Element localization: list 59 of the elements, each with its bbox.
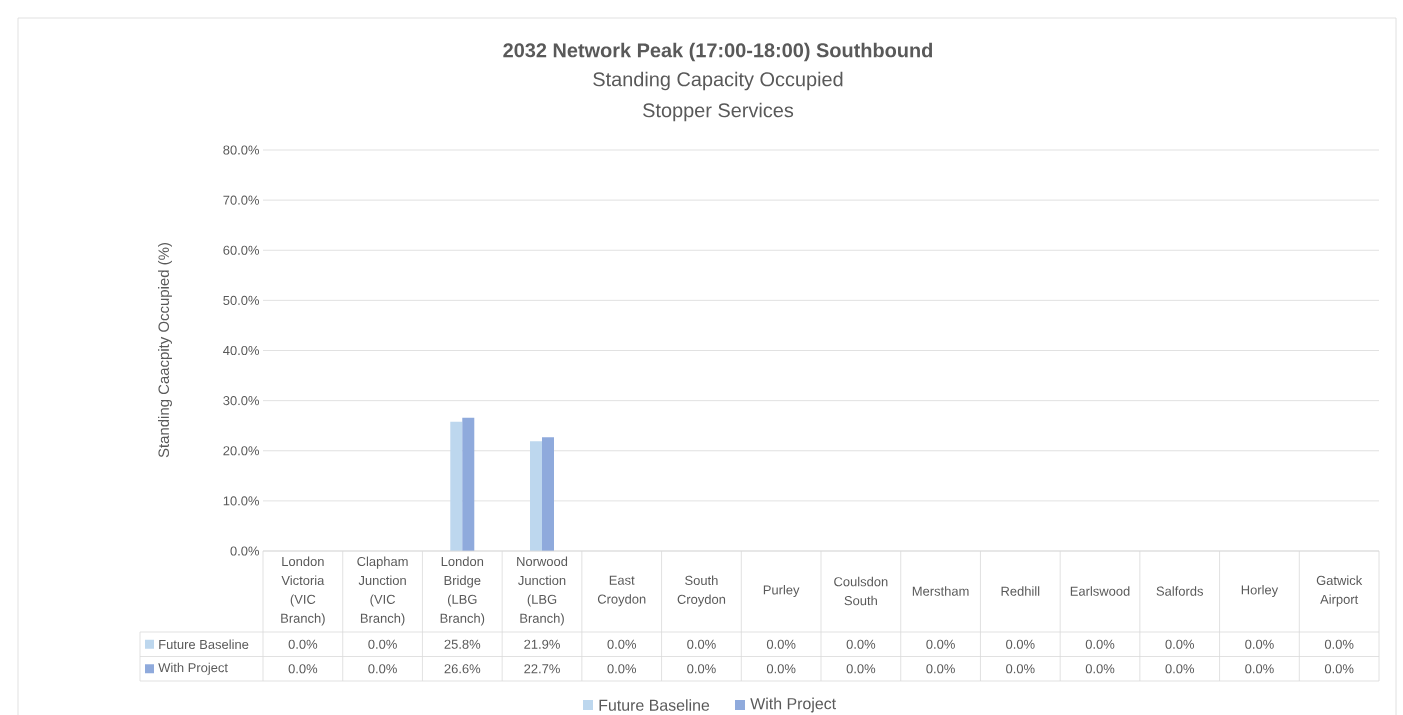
x-tick-label: London Victoria (VIC Branch)	[281, 556, 325, 626]
data-label: 0.0%	[687, 639, 716, 649]
data-label: 0.0%	[1085, 664, 1115, 674]
data-label: 0.0%	[926, 664, 955, 674]
x-tick-label: Purley	[763, 584, 800, 598]
y-tick-label: 60.0%	[223, 245, 260, 255]
text: Stopper Services	[643, 102, 794, 122]
chart-subtitle: Standing Capacity Occupied	[593, 71, 843, 91]
chart-title: 2032 Network Peak (17:00-18:00) Southbound	[503, 42, 933, 62]
data-label: 0.0%	[926, 639, 955, 649]
data-label: 0.0%	[687, 664, 716, 674]
data-label: 0.0%	[1324, 664, 1354, 674]
data-label: 0.0%	[1245, 639, 1274, 649]
y-tick-label: 70.0%	[223, 195, 260, 205]
x-tick-label: Merstham	[912, 586, 969, 596]
data-label: 0.0%	[1324, 639, 1354, 649]
data-label: 0.0%	[1006, 664, 1035, 674]
y-tick-label: 80.0%	[223, 145, 260, 155]
data-label: 0.0%	[1165, 664, 1195, 674]
x-tick-label: Coulsdon South	[834, 576, 888, 606]
y-tick-label: 0.0%	[230, 546, 260, 556]
data-label: 0.0%	[288, 664, 318, 674]
legend-label: Future Baseline	[599, 699, 710, 711]
data-label: 0.0%	[1085, 639, 1115, 649]
x-tick-label: Horley	[1241, 584, 1279, 598]
data-label: 25.8%	[444, 639, 481, 649]
data-label: 0.0%	[368, 639, 397, 649]
y-tick-label: 10.0%	[223, 496, 260, 506]
x-tick-label: Gatwick Airport	[1316, 575, 1363, 607]
x-tick-label: South Croydon	[677, 575, 726, 607]
x-tick-label: Norwood Junction (LBG Branch)	[517, 556, 568, 626]
data-label: 0.0%	[766, 664, 796, 674]
data-label: 26.6%	[444, 664, 481, 674]
data-label: 21.9%	[524, 639, 560, 649]
x-tick-label: Redhill	[1001, 586, 1040, 596]
data-label: 0.0%	[368, 664, 397, 674]
text: Future Baseline	[159, 639, 249, 650]
data-label: 0.0%	[1165, 639, 1195, 649]
data-label: 0.0%	[1245, 664, 1274, 674]
data-label: 0.0%	[766, 639, 796, 649]
x-tick-label: Clapham Junction (VIC Branch)	[357, 556, 408, 626]
y-tick-label: 20.0%	[223, 446, 260, 456]
y-tick-label: 30.0%	[223, 396, 260, 406]
data-label: 0.0%	[1006, 639, 1035, 649]
y-tick-label: 40.0%	[223, 345, 260, 356]
text: With Project	[158, 662, 228, 675]
y-tick-label: 50.0%	[223, 295, 260, 305]
legend-label: With Project	[750, 697, 836, 713]
data-label: 0.0%	[846, 639, 876, 649]
data-label: 0.0%	[846, 664, 876, 674]
x-tick-label: London Bridge (LBG Branch)	[440, 556, 485, 626]
data-label: 0.0%	[607, 639, 637, 649]
x-tick-label: Salfords	[1156, 586, 1204, 596]
data-label: 22.7%	[524, 664, 560, 674]
y-axis-title: Standing Caacpity Occupied (%)	[158, 242, 172, 458]
x-tick-label: Earlswood	[1070, 586, 1130, 596]
data-label: 0.0%	[288, 639, 318, 649]
x-tick-label: East Croydon	[597, 575, 646, 607]
data-label: 0.0%	[607, 664, 637, 674]
